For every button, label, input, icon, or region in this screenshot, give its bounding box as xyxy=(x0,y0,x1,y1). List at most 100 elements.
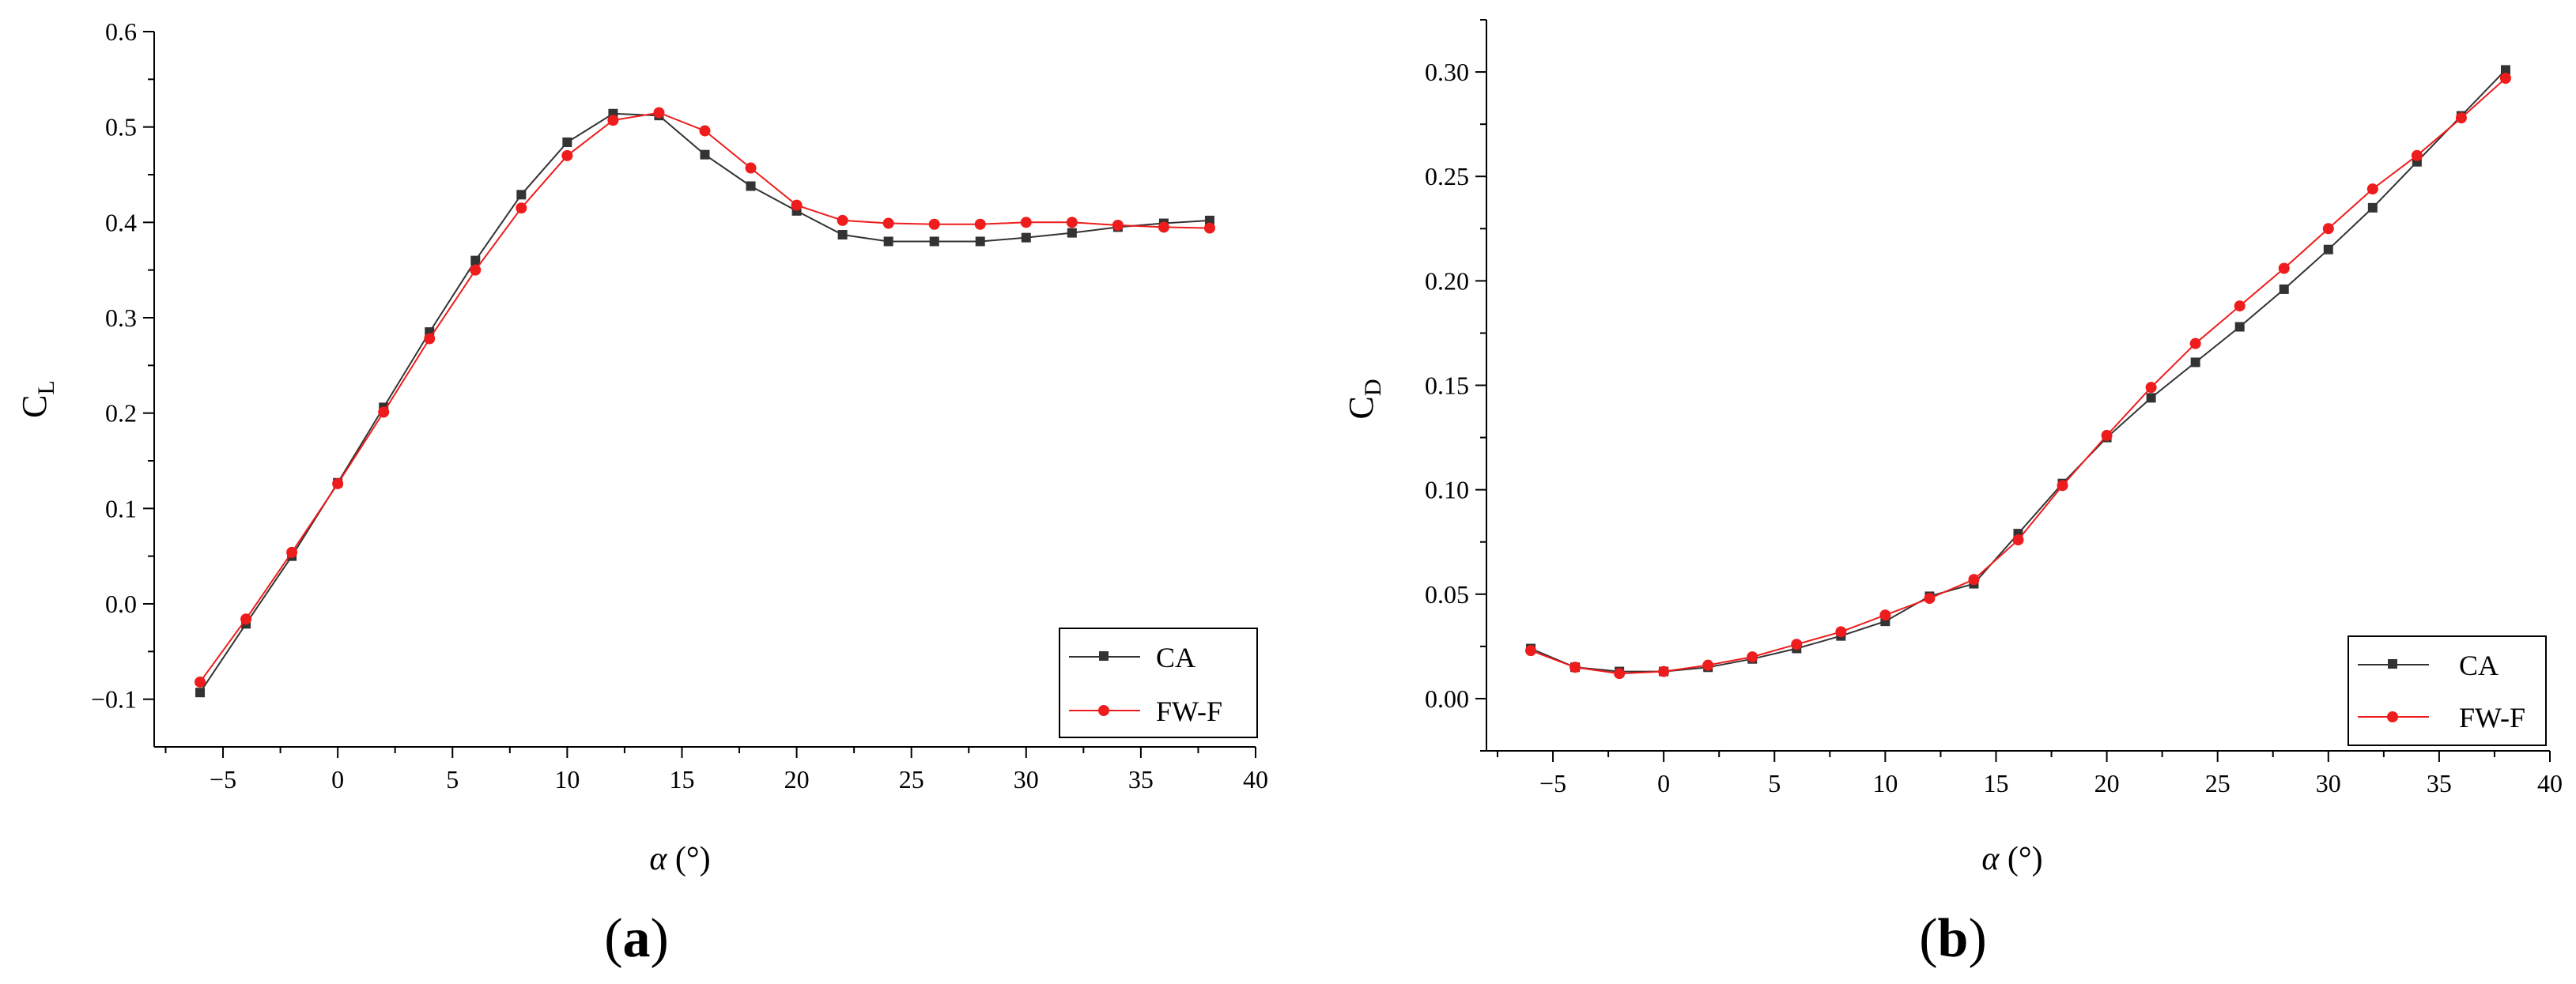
data-point-fw-f xyxy=(240,613,252,625)
data-point-ca xyxy=(746,181,756,191)
data-point-fw-f xyxy=(2411,149,2423,161)
x-tick-label: 40 xyxy=(1243,765,1268,794)
data-point-fw-f xyxy=(2057,480,2068,492)
data-point-fw-f xyxy=(1066,217,1078,228)
data-point-ca xyxy=(2146,393,2156,403)
data-point-fw-f xyxy=(2499,73,2511,84)
data-point-fw-f xyxy=(1614,668,1626,680)
series-line-ca xyxy=(1530,69,2506,673)
data-point-fw-f xyxy=(378,406,390,418)
y-tick-label: 0.0 xyxy=(105,590,137,618)
data-point-ca xyxy=(700,149,710,160)
legend-label-fw-f: FW-F xyxy=(2459,702,2525,733)
data-point-fw-f xyxy=(1791,639,1803,650)
data-point-fw-f xyxy=(1569,662,1581,673)
data-point-fw-f xyxy=(837,214,848,226)
data-point-ca xyxy=(195,688,206,698)
panel-label-b: (b) xyxy=(1919,908,1987,969)
data-point-ca xyxy=(975,236,985,247)
x-tick-label: −5 xyxy=(210,765,236,794)
data-point-ca xyxy=(470,255,481,266)
data-point-fw-f xyxy=(2101,429,2113,441)
x-axis-title: α (°) xyxy=(1981,841,2042,877)
y-tick-label: 0.15 xyxy=(1425,371,1469,400)
panel-label-a: (a) xyxy=(604,908,669,969)
legend-label-ca: CA xyxy=(1156,642,1195,673)
data-point-fw-f xyxy=(1968,574,1980,586)
x-tick-label: −5 xyxy=(1539,769,1566,797)
series-line-ca xyxy=(199,112,1211,693)
data-point-fw-f xyxy=(974,218,986,230)
data-point-fw-f xyxy=(607,115,619,126)
legend-box xyxy=(1059,628,1258,738)
data-point-fw-f xyxy=(1203,222,1215,234)
data-point-ca xyxy=(1067,228,1077,238)
x-tick-label: 0 xyxy=(331,765,344,794)
data-point-ca xyxy=(562,137,572,147)
data-point-fw-f xyxy=(1020,217,1032,228)
legend-label-ca: CA xyxy=(2459,650,2499,681)
data-point-fw-f xyxy=(653,107,665,119)
data-point-fw-f xyxy=(1835,626,1847,638)
y-axis-title: CD xyxy=(1342,379,1386,419)
data-point-ca xyxy=(883,236,893,247)
legend: CA FW-F xyxy=(1059,628,1258,738)
chart-panel-a: −5 0 5 10 15 20 25 30 35 40 −0.1 0.0 0.1 0.2 0.3 0.4 0.… xyxy=(15,17,1268,969)
data-point-fw-f xyxy=(882,217,894,229)
legend-item-ca: CA xyxy=(1069,642,1195,673)
data-point-ca xyxy=(837,230,848,240)
data-point-fw-f xyxy=(470,264,482,276)
x-tick-label: 25 xyxy=(2205,769,2230,797)
data-point-fw-f xyxy=(2012,534,2024,546)
chart-panel-b: −5 0 5 10 15 20 25 30 35 40 0.000.050.100.150.200… xyxy=(1342,19,2563,969)
y-tick-label: 0.2 xyxy=(105,399,137,428)
x-tick-label: 15 xyxy=(669,765,694,794)
data-point-fw-f xyxy=(1879,609,1891,621)
legend: CA FW-F xyxy=(2347,635,2547,746)
x-axis-ticks: −5 0 5 10 15 20 25 30 35 40 xyxy=(1497,751,2563,797)
data-point-fw-f xyxy=(745,162,757,174)
y-tick-label: 0.20 xyxy=(1425,266,1469,295)
x-tick-label: 25 xyxy=(899,765,924,794)
data-point-fw-f xyxy=(1112,219,1124,231)
x-tick-label: 35 xyxy=(1128,765,1154,794)
x-tick-label: 30 xyxy=(1014,765,1039,794)
data-point-fw-f xyxy=(2278,262,2290,274)
data-point-ca xyxy=(2234,322,2245,332)
y-tick-label: 0.5 xyxy=(105,113,137,141)
legend-box xyxy=(2347,635,2547,746)
data-point-fw-f xyxy=(1747,651,1758,663)
data-point-fw-f xyxy=(1924,593,1936,605)
y-axis-ticks: 0.00 0.05 0.10 0.15 0.20 0.25 0.30 xyxy=(1425,19,1486,752)
y-tick-label: 0.30 xyxy=(1425,58,1469,86)
legend-label-fw-f: FW-F xyxy=(1156,696,1222,727)
data-point-fw-f xyxy=(561,149,573,161)
data-point-ca xyxy=(2367,202,2378,213)
data-point-ca xyxy=(1204,215,1214,225)
data-point-fw-f xyxy=(424,333,436,345)
data-point-fw-f xyxy=(2145,382,2157,394)
data-point-fw-f xyxy=(516,202,527,214)
y-tick-label: 0.6 xyxy=(105,17,137,46)
series-fw-f xyxy=(1525,73,2511,680)
x-tick-label: 30 xyxy=(2316,769,2341,797)
data-point-fw-f xyxy=(2234,300,2246,312)
x-tick-label: 20 xyxy=(784,765,810,794)
data-point-fw-f xyxy=(2455,112,2467,124)
data-point-fw-f xyxy=(699,125,711,137)
x-tick-label: 20 xyxy=(2094,769,2120,797)
y-axis-ticks: −0.1 0.0 0.1 0.2 0.3 0.4 0.5 0.6 xyxy=(91,17,154,714)
data-point-ca xyxy=(2500,65,2510,75)
y-tick-label: 0.10 xyxy=(1425,476,1469,504)
data-point-ca xyxy=(929,236,939,247)
x-tick-label: 5 xyxy=(446,765,459,794)
y-tick-label: −0.1 xyxy=(91,685,137,714)
data-point-fw-f xyxy=(928,218,940,230)
y-tick-label: 0.1 xyxy=(105,494,137,522)
series-ca xyxy=(195,108,1214,698)
y-tick-label: 0.25 xyxy=(1425,162,1469,190)
data-point-ca xyxy=(2190,357,2200,368)
y-tick-label: 0.00 xyxy=(1425,684,1469,713)
data-point-fw-f xyxy=(332,477,344,489)
